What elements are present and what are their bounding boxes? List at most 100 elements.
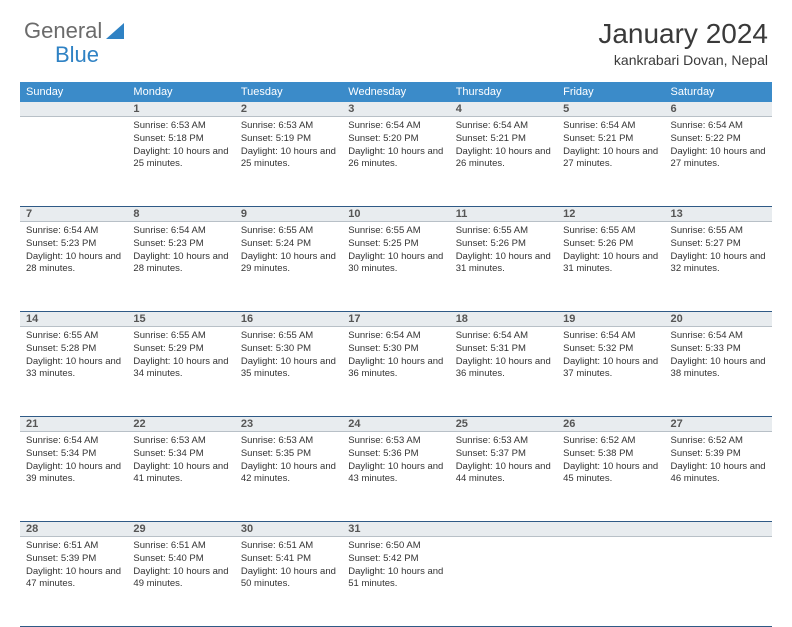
daynum-row: 21222324252627 bbox=[20, 417, 772, 432]
day-cell: Sunrise: 6:54 AMSunset: 5:20 PMDaylight:… bbox=[342, 117, 449, 203]
daynum-cell: 15 bbox=[127, 312, 234, 327]
weekday-wed: Wednesday bbox=[342, 82, 449, 102]
day-details: Sunrise: 6:54 AMSunset: 5:30 PMDaylight:… bbox=[342, 327, 449, 383]
weekday-tue: Tuesday bbox=[235, 82, 342, 102]
day-cell: Sunrise: 6:55 AMSunset: 5:29 PMDaylight:… bbox=[127, 327, 234, 413]
day-cell: Sunrise: 6:54 AMSunset: 5:23 PMDaylight:… bbox=[20, 222, 127, 308]
day-number: 28 bbox=[20, 522, 127, 536]
weekday-fri: Friday bbox=[557, 82, 664, 102]
day-number: 17 bbox=[342, 312, 449, 326]
day-number: 18 bbox=[450, 312, 557, 326]
daynum-cell bbox=[665, 522, 772, 537]
day-details: Sunrise: 6:53 AMSunset: 5:34 PMDaylight:… bbox=[127, 432, 234, 488]
daynum-row: 28293031 bbox=[20, 522, 772, 537]
day-cell: Sunrise: 6:55 AMSunset: 5:28 PMDaylight:… bbox=[20, 327, 127, 413]
content-row: Sunrise: 6:53 AMSunset: 5:18 PMDaylight:… bbox=[20, 117, 772, 203]
day-number: 15 bbox=[127, 312, 234, 326]
day-cell: Sunrise: 6:53 AMSunset: 5:19 PMDaylight:… bbox=[235, 117, 342, 203]
day-details: Sunrise: 6:55 AMSunset: 5:30 PMDaylight:… bbox=[235, 327, 342, 383]
day-cell: Sunrise: 6:52 AMSunset: 5:38 PMDaylight:… bbox=[557, 432, 664, 518]
day-details: Sunrise: 6:55 AMSunset: 5:25 PMDaylight:… bbox=[342, 222, 449, 278]
daynum-cell bbox=[557, 522, 664, 537]
day-number: 30 bbox=[235, 522, 342, 536]
day-details: Sunrise: 6:53 AMSunset: 5:36 PMDaylight:… bbox=[342, 432, 449, 488]
daynum-row: 123456 bbox=[20, 102, 772, 117]
day-cell: Sunrise: 6:53 AMSunset: 5:36 PMDaylight:… bbox=[342, 432, 449, 518]
day-number: 12 bbox=[557, 207, 664, 221]
day-number: 7 bbox=[20, 207, 127, 221]
day-number: 1 bbox=[127, 102, 234, 116]
day-cell: Sunrise: 6:54 AMSunset: 5:22 PMDaylight:… bbox=[665, 117, 772, 203]
day-details: Sunrise: 6:53 AMSunset: 5:35 PMDaylight:… bbox=[235, 432, 342, 488]
logo-text-1: General bbox=[24, 18, 102, 44]
daynum-cell: 10 bbox=[342, 207, 449, 222]
day-cell bbox=[557, 537, 664, 623]
weekday-sun: Sunday bbox=[20, 82, 127, 102]
day-number: 24 bbox=[342, 417, 449, 431]
day-number: 10 bbox=[342, 207, 449, 221]
daynum-cell: 28 bbox=[20, 522, 127, 537]
day-details: Sunrise: 6:54 AMSunset: 5:23 PMDaylight:… bbox=[127, 222, 234, 278]
day-details: Sunrise: 6:55 AMSunset: 5:26 PMDaylight:… bbox=[557, 222, 664, 278]
daynum-cell: 31 bbox=[342, 522, 449, 537]
day-number: 6 bbox=[665, 102, 772, 116]
day-cell: Sunrise: 6:54 AMSunset: 5:23 PMDaylight:… bbox=[127, 222, 234, 308]
day-details: Sunrise: 6:54 AMSunset: 5:31 PMDaylight:… bbox=[450, 327, 557, 383]
day-details: Sunrise: 6:52 AMSunset: 5:38 PMDaylight:… bbox=[557, 432, 664, 488]
day-number: 22 bbox=[127, 417, 234, 431]
day-details: Sunrise: 6:54 AMSunset: 5:21 PMDaylight:… bbox=[450, 117, 557, 173]
week-separator bbox=[20, 623, 772, 627]
day-cell: Sunrise: 6:55 AMSunset: 5:25 PMDaylight:… bbox=[342, 222, 449, 308]
daynum-cell: 14 bbox=[20, 312, 127, 327]
day-number: 29 bbox=[127, 522, 234, 536]
day-cell: Sunrise: 6:54 AMSunset: 5:33 PMDaylight:… bbox=[665, 327, 772, 413]
daynum-cell: 27 bbox=[665, 417, 772, 432]
day-number: 8 bbox=[127, 207, 234, 221]
day-number: 25 bbox=[450, 417, 557, 431]
day-cell bbox=[665, 537, 772, 623]
day-cell: Sunrise: 6:55 AMSunset: 5:24 PMDaylight:… bbox=[235, 222, 342, 308]
day-details: Sunrise: 6:54 AMSunset: 5:34 PMDaylight:… bbox=[20, 432, 127, 488]
day-number: 23 bbox=[235, 417, 342, 431]
weekday-header-row: Sunday Monday Tuesday Wednesday Thursday… bbox=[20, 82, 772, 102]
day-cell: Sunrise: 6:54 AMSunset: 5:31 PMDaylight:… bbox=[450, 327, 557, 413]
day-details: Sunrise: 6:53 AMSunset: 5:18 PMDaylight:… bbox=[127, 117, 234, 173]
day-cell: Sunrise: 6:55 AMSunset: 5:26 PMDaylight:… bbox=[557, 222, 664, 308]
day-number: 26 bbox=[557, 417, 664, 431]
day-cell: Sunrise: 6:54 AMSunset: 5:21 PMDaylight:… bbox=[450, 117, 557, 203]
daynum-cell: 11 bbox=[450, 207, 557, 222]
day-cell: Sunrise: 6:51 AMSunset: 5:40 PMDaylight:… bbox=[127, 537, 234, 623]
day-details: Sunrise: 6:51 AMSunset: 5:41 PMDaylight:… bbox=[235, 537, 342, 593]
day-number: 9 bbox=[235, 207, 342, 221]
content-row: Sunrise: 6:51 AMSunset: 5:39 PMDaylight:… bbox=[20, 537, 772, 623]
daynum-cell: 2 bbox=[235, 102, 342, 117]
daynum-cell: 3 bbox=[342, 102, 449, 117]
day-cell: Sunrise: 6:54 AMSunset: 5:34 PMDaylight:… bbox=[20, 432, 127, 518]
day-number: 31 bbox=[342, 522, 449, 536]
daynum-cell: 9 bbox=[235, 207, 342, 222]
daynum-cell: 5 bbox=[557, 102, 664, 117]
daynum-cell: 21 bbox=[20, 417, 127, 432]
daynum-cell: 22 bbox=[127, 417, 234, 432]
day-cell: Sunrise: 6:50 AMSunset: 5:42 PMDaylight:… bbox=[342, 537, 449, 623]
weekday-thu: Thursday bbox=[450, 82, 557, 102]
daynum-cell: 25 bbox=[450, 417, 557, 432]
day-cell bbox=[20, 117, 127, 203]
day-number: 5 bbox=[557, 102, 664, 116]
calendar-table: Sunday Monday Tuesday Wednesday Thursday… bbox=[20, 82, 772, 627]
day-details: Sunrise: 6:55 AMSunset: 5:26 PMDaylight:… bbox=[450, 222, 557, 278]
daynum-cell: 23 bbox=[235, 417, 342, 432]
day-number: 19 bbox=[557, 312, 664, 326]
content-row: Sunrise: 6:54 AMSunset: 5:34 PMDaylight:… bbox=[20, 432, 772, 518]
daynum-cell: 13 bbox=[665, 207, 772, 222]
weekday-sat: Saturday bbox=[665, 82, 772, 102]
day-cell: Sunrise: 6:53 AMSunset: 5:18 PMDaylight:… bbox=[127, 117, 234, 203]
daynum-cell: 30 bbox=[235, 522, 342, 537]
daynum-cell: 12 bbox=[557, 207, 664, 222]
daynum-cell: 26 bbox=[557, 417, 664, 432]
daynum-row: 78910111213 bbox=[20, 207, 772, 222]
day-number: 16 bbox=[235, 312, 342, 326]
daynum-cell: 29 bbox=[127, 522, 234, 537]
day-details: Sunrise: 6:54 AMSunset: 5:33 PMDaylight:… bbox=[665, 327, 772, 383]
day-details: Sunrise: 6:55 AMSunset: 5:27 PMDaylight:… bbox=[665, 222, 772, 278]
